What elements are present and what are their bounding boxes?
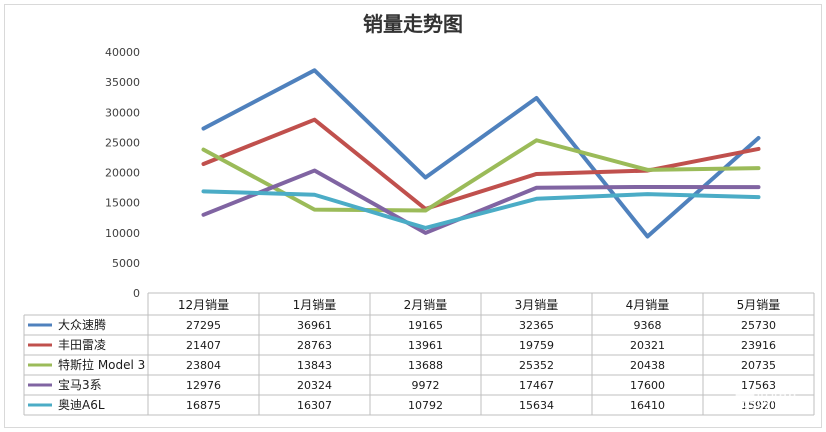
x-category-label: 4月销量 (626, 298, 670, 312)
x-category-label: 2月销量 (404, 298, 448, 312)
table-cell-value: 9972 (412, 379, 440, 392)
watermark-text: 车咧叭 (734, 391, 800, 416)
series-line-0 (201, 68, 761, 239)
series-line-3 (201, 168, 761, 235)
series-line-2 (201, 138, 761, 213)
table-cell-value: 17467 (519, 379, 554, 392)
table-cell-value: 16307 (297, 399, 332, 412)
x-category-label: 12月销量 (178, 298, 229, 312)
table-cell-value: 21407 (186, 339, 221, 352)
table-cell-value: 23804 (186, 359, 221, 372)
table-cell-value: 16875 (186, 399, 221, 412)
table-cell-value: 19759 (519, 339, 554, 352)
y-tick-label: 30000 (105, 106, 140, 119)
y-tick-label: 15000 (105, 197, 140, 210)
x-category-label: 1月销量 (293, 298, 337, 312)
legend-label: 特斯拉 Model 3 (58, 357, 145, 372)
y-tick-label: 10000 (105, 227, 140, 240)
table-cell-value: 25730 (741, 319, 776, 332)
y-tick-label: 0 (133, 287, 140, 300)
table-cell-value: 15920 (741, 399, 776, 412)
y-tick-label: 40000 (105, 46, 140, 59)
series-line-1 (201, 117, 761, 211)
table-cell-value: 13961 (408, 339, 443, 352)
table-cell-value: 25352 (519, 359, 554, 372)
series-line-4 (201, 189, 761, 230)
chart-frame (4, 4, 822, 428)
legend-label: 大众速腾 (58, 317, 106, 332)
y-tick-label: 25000 (105, 136, 140, 149)
table-cell-value: 19165 (408, 319, 443, 332)
table-cell-value: 32365 (519, 319, 554, 332)
chart-title: 销量走势图 (363, 12, 463, 36)
table-cell-value: 20324 (297, 379, 332, 392)
table-cell-value: 20735 (741, 359, 776, 372)
table-cell-value: 13843 (297, 359, 332, 372)
x-category-label: 3月销量 (515, 298, 559, 312)
legend-label: 奥迪A6L (58, 398, 105, 412)
table-cell-value: 17563 (741, 379, 776, 392)
y-tick-label: 20000 (105, 167, 140, 180)
table-cell-value: 9368 (634, 319, 662, 332)
y-tick-label: 5000 (112, 257, 140, 270)
table-cell-value: 28763 (297, 339, 332, 352)
table-cell-value: 15634 (519, 399, 554, 412)
table-cell-value: 36961 (297, 319, 332, 332)
table-cell-value: 20438 (630, 359, 665, 372)
table-cell-value: 20321 (630, 339, 665, 352)
table-cell-value: 27295 (186, 319, 221, 332)
legend-label: 丰田雷凌 (58, 338, 106, 352)
x-category-label: 5月销量 (737, 298, 781, 312)
legend-label: 宝马3系 (58, 378, 102, 392)
table-cell-value: 12976 (186, 379, 221, 392)
y-tick-label: 35000 (105, 76, 140, 89)
table-cell-value: 17600 (630, 379, 665, 392)
table-cell-value: 23916 (741, 339, 776, 352)
table-cell-value: 16410 (630, 399, 665, 412)
table-cell-value: 13688 (408, 359, 443, 372)
table-cell-value: 10792 (408, 399, 443, 412)
